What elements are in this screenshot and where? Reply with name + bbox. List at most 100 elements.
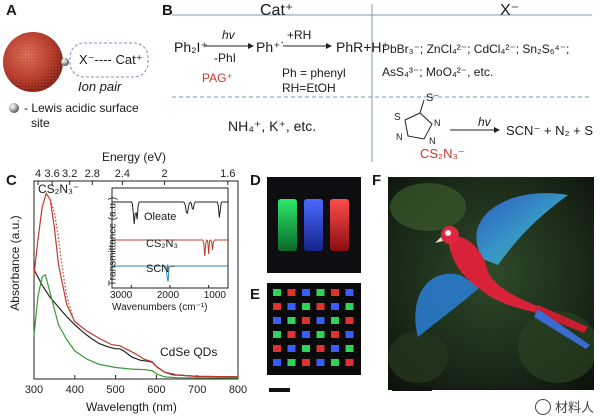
- rh-definition: RH=EtOH: [282, 81, 336, 95]
- pixel-cell: [331, 359, 339, 366]
- phenyl-definition: Ph = phenyl: [282, 66, 346, 80]
- series-dotted-tail: [49, 199, 74, 317]
- pair-dash: ----: [94, 52, 112, 67]
- absorbance-chart: 300 400 500 600 700 800 4 3.6 3.2 2.8 2.4 2 1.6: [25, 168, 247, 396]
- panel-d-letter: D: [250, 172, 261, 189]
- panel-f-letter: F: [372, 172, 382, 189]
- lewis-legend-line2: site: [31, 116, 50, 130]
- blue-vial: [304, 199, 323, 251]
- cdse-qds-label: CdSe QDs: [160, 345, 218, 359]
- cation-label: Cat⁺: [115, 52, 143, 67]
- pixel-cell: [273, 317, 281, 324]
- green-vial: [278, 199, 297, 251]
- inset-tick-3000: 3000: [110, 290, 133, 301]
- plot-frame: [33, 180, 239, 380]
- ion-pair-caption: Ion pair: [78, 79, 122, 94]
- top-tick-label: 2: [161, 168, 167, 180]
- pixel-cell: [316, 289, 325, 296]
- panel-e-pixel-grid: [267, 283, 361, 375]
- energy-axis-title: Energy (eV): [102, 150, 167, 164]
- hv-label: hv: [222, 28, 235, 42]
- absorbance-ylabel: Absorbance (a.u.): [8, 215, 22, 311]
- pixel-cell: [273, 359, 281, 366]
- pixel-cell: [316, 331, 325, 338]
- series-line-1: [33, 192, 239, 378]
- panel-a-illustration: [3, 32, 149, 113]
- inset-oleate-label: Oleate: [144, 211, 177, 223]
- panel-e-letter: E: [250, 286, 261, 303]
- pixel-cell: [331, 345, 339, 352]
- lewis-site-ball: [61, 58, 69, 66]
- parrot-wing-lower: [415, 273, 480, 337]
- inset-xlabel: Wavenumbers (cm⁻¹): [112, 302, 208, 313]
- ring-n-atom-2: N: [429, 136, 436, 146]
- exocyclic-s-minus: S⁻: [426, 92, 440, 104]
- pixel-cell: [287, 289, 296, 296]
- pixel-cell: [287, 331, 296, 338]
- panel-a-letter: A: [6, 2, 17, 19]
- pixel-cell: [302, 345, 310, 352]
- pixel-cell: [302, 289, 310, 296]
- pixel-cell: [302, 359, 310, 366]
- decomposition-products: SCN⁻ + N₂ + S: [506, 123, 594, 138]
- parrot-wing-upper: [476, 193, 568, 265]
- pixel-cell: [345, 289, 354, 296]
- pixel-cell: [273, 331, 281, 338]
- x-tick-label: 600: [147, 384, 165, 396]
- pixel-cell: [345, 331, 354, 338]
- panel-f-parrot-image: [388, 177, 594, 390]
- pixel-cell: [331, 303, 339, 310]
- pixel-cell: [287, 345, 296, 352]
- lewis-legend-line1: - Lewis acidic surface: [24, 101, 139, 115]
- x-header: X⁻: [500, 2, 520, 19]
- pixel-cell: [273, 303, 281, 310]
- top-tick-label: 1.6: [220, 168, 235, 180]
- top-tick-label: 2.4: [115, 168, 130, 180]
- red-vial: [330, 199, 349, 251]
- ring-n-atom-1: N: [396, 132, 403, 142]
- pag-label: PAG⁺: [202, 71, 233, 85]
- x-tick-label: 400: [66, 384, 84, 396]
- pixel-cell: [316, 303, 325, 310]
- product-label: PhR+H⁺: [336, 39, 389, 55]
- pixel-cell: [302, 303, 310, 310]
- pixel-cell: [302, 317, 310, 324]
- anion-list-line1: PbBr₃⁻; ZnCl₄²⁻; CdCl₄²⁻; Sn₂S₆⁴⁻;: [382, 42, 570, 56]
- pixel-cell: [316, 345, 325, 352]
- pixel-cell: [273, 345, 281, 352]
- pixel-cell: [287, 303, 296, 310]
- inset-cs2n3-curve: [112, 239, 228, 257]
- top-tick-label: 4: [35, 168, 41, 180]
- watermark-text: 材料人: [554, 400, 594, 415]
- pixel-cell: [345, 317, 354, 324]
- legend-ball-icon: [9, 103, 19, 113]
- ion-pair-bubble: [69, 42, 149, 78]
- ion-pair-formula: X⁻---- Cat⁺: [79, 52, 143, 68]
- cat-header: Cat⁺: [260, 2, 294, 19]
- panel-b-letter: B: [162, 2, 173, 19]
- panel-c-letter: C: [6, 172, 17, 189]
- wavelength-xlabel: Wavelength (nm): [86, 400, 177, 414]
- phenyl-radical: Ph⁺˙: [256, 39, 286, 55]
- anion-list-line2: AsS₄³⁻; MoO₄²⁻, etc.: [382, 65, 494, 79]
- watermark: 材料人: [534, 397, 594, 416]
- x-tick-label: 300: [25, 384, 43, 396]
- pixel-cell: [331, 317, 339, 324]
- pixel-cell: [345, 303, 354, 310]
- pixel-cell: [287, 317, 296, 324]
- ring-s-atom: S: [394, 112, 401, 123]
- inset-cs2n3-label: CS₂N₃: [146, 238, 178, 250]
- inset-scn-curve: [112, 265, 228, 282]
- inset-ylabel: Transmittance (a.u.): [107, 196, 119, 287]
- hv-label-2: hv: [478, 115, 491, 129]
- inset-scn-label: SCN⁻: [146, 263, 176, 275]
- thiatriazole-ring: [404, 112, 433, 140]
- inset-tick-1000: 1000: [203, 290, 226, 301]
- minus-phi-label: -PhI: [214, 51, 237, 65]
- cs2n3-peak-label: CS₂N₃⁻: [38, 182, 80, 196]
- pixel-cell: [273, 289, 281, 296]
- x-tick-label: 500: [106, 384, 124, 396]
- ring-n-atom-3: N: [434, 118, 441, 128]
- pixel-cell: [345, 345, 354, 352]
- pixel-cell: [345, 359, 354, 366]
